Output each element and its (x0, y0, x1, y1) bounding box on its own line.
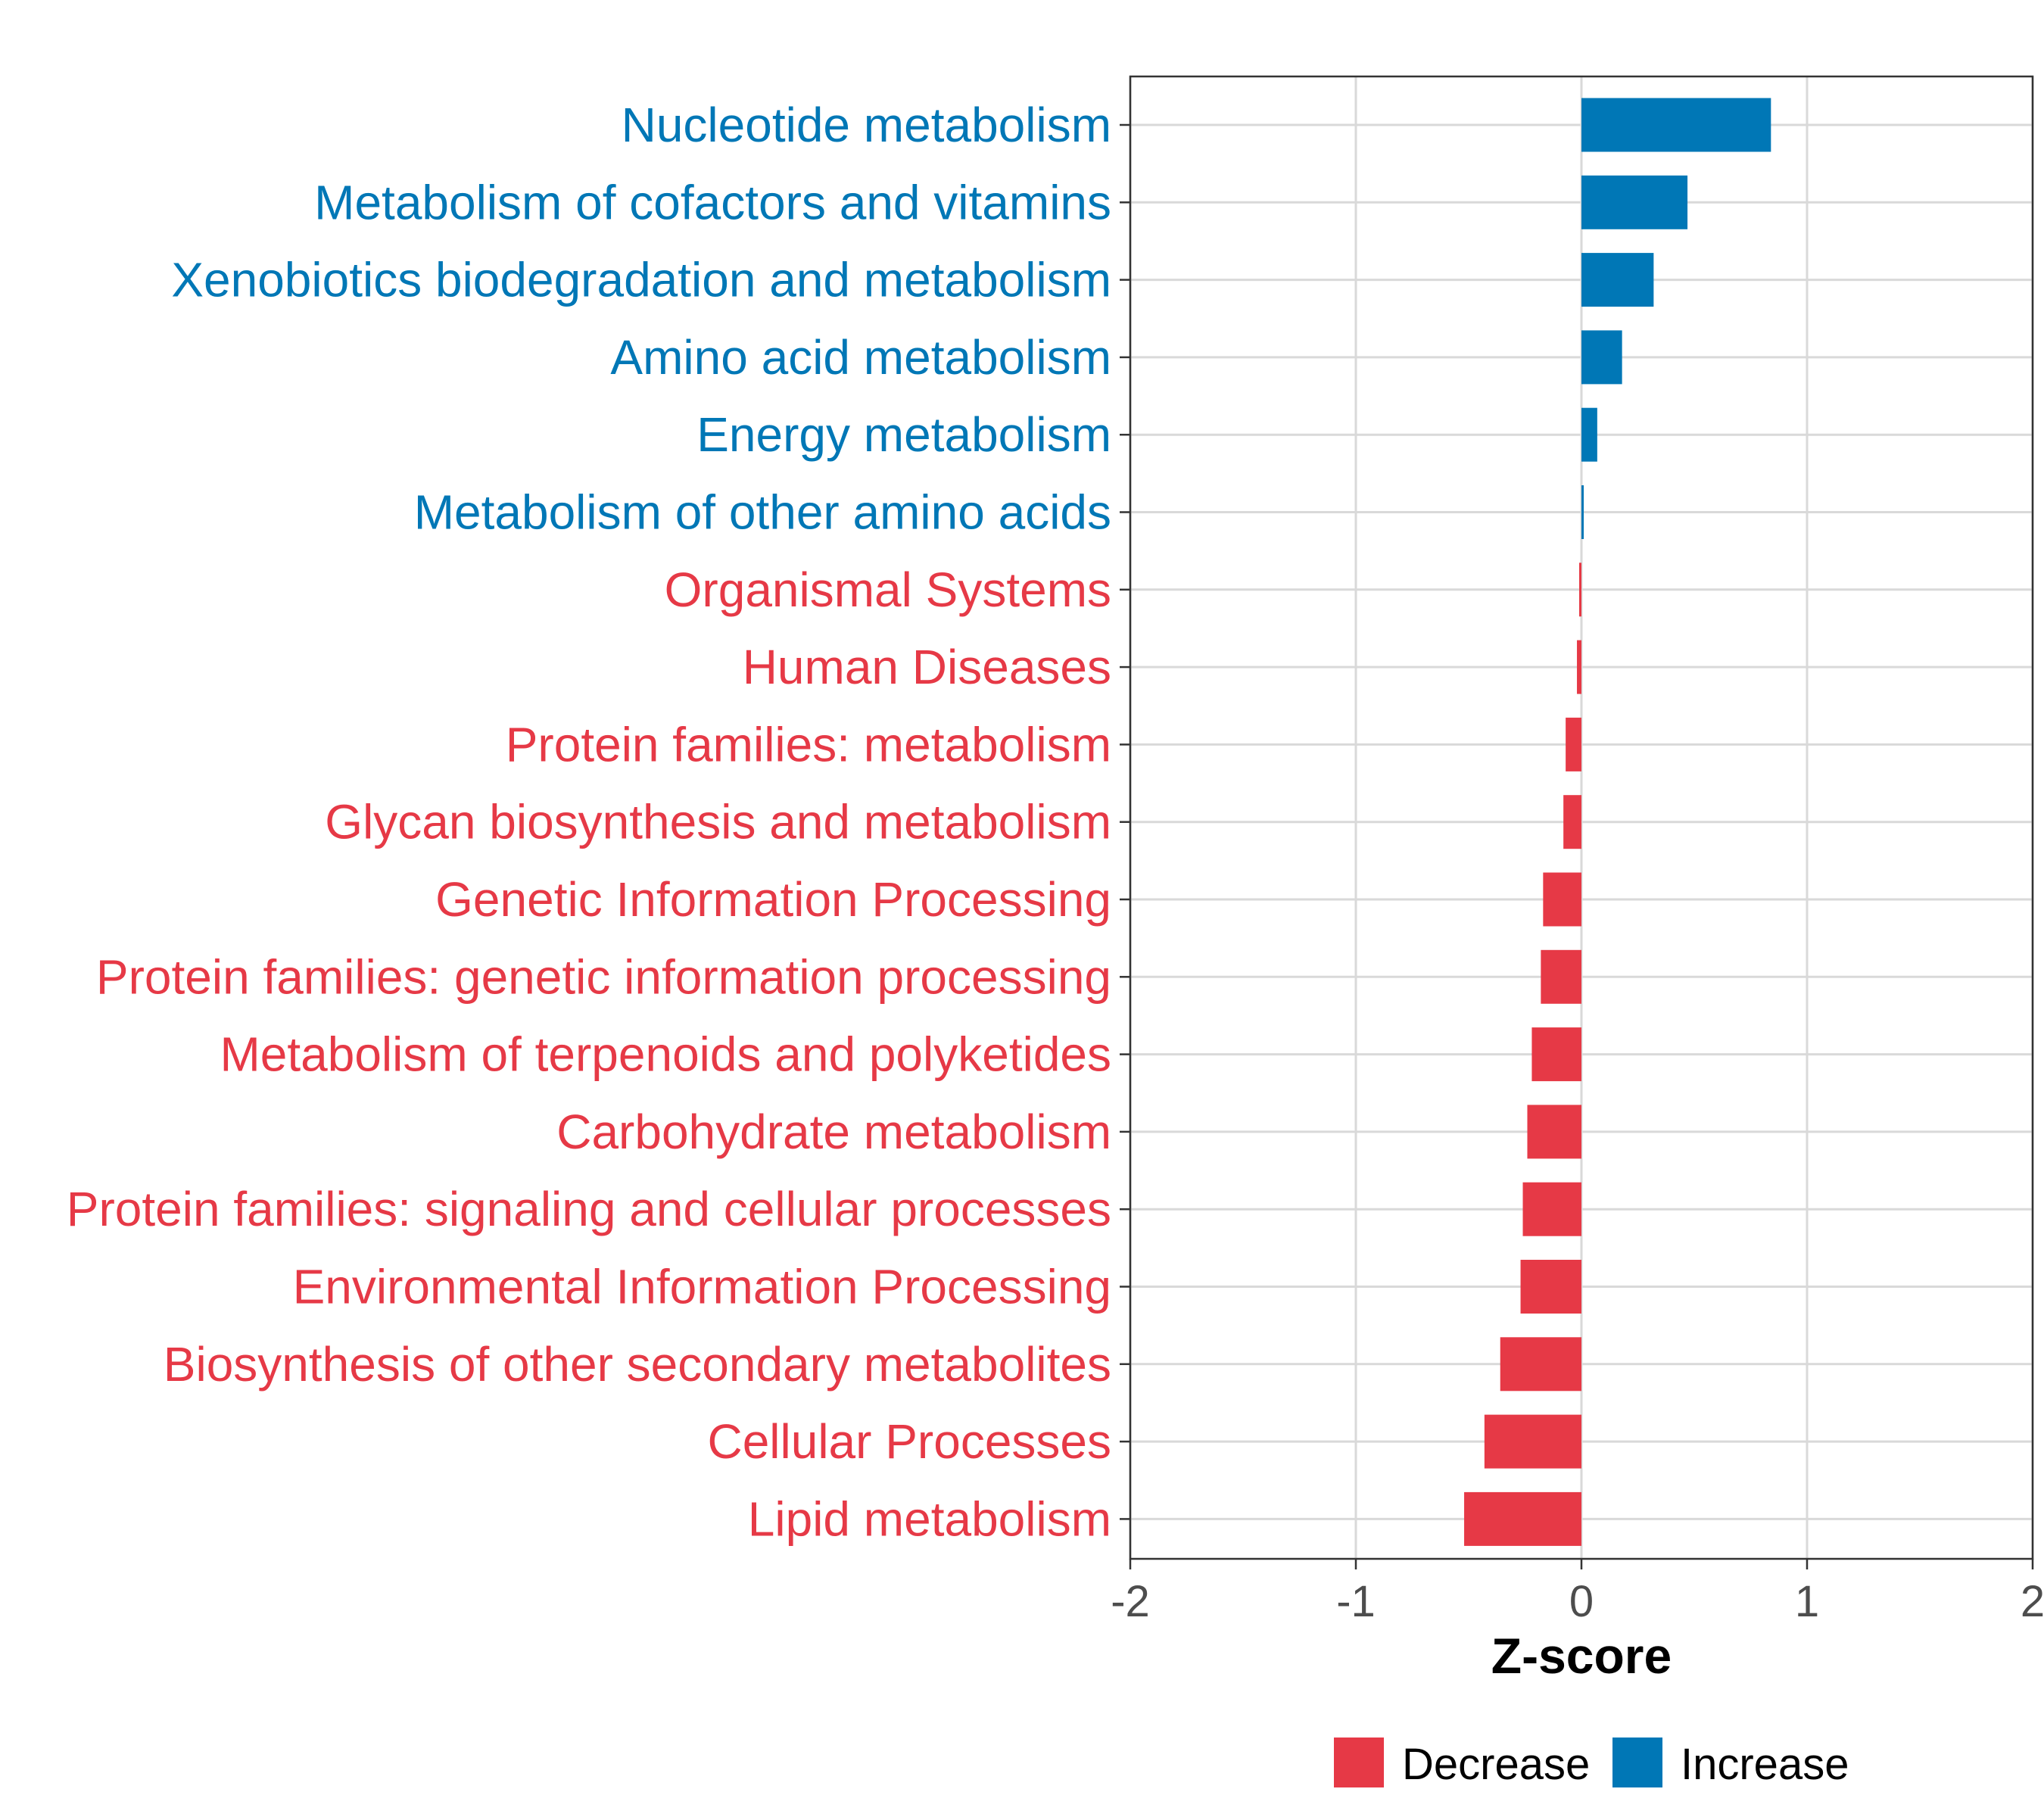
bar (1577, 640, 1581, 694)
bar (1484, 1414, 1581, 1469)
x-tick-label: -2 (1111, 1577, 1150, 1626)
category-label: Genetic Information Processing (435, 872, 1111, 927)
legend: Decrease Increase (1334, 1738, 1849, 1789)
category-label: Environmental Information Processing (293, 1260, 1111, 1314)
bar (1581, 485, 1584, 539)
category-label: Protein families: metabolism (506, 717, 1111, 771)
category-label: Glycan biosynthesis and metabolism (325, 795, 1111, 849)
x-tick-label: 0 (1569, 1577, 1594, 1626)
category-label: Human Diseases (743, 640, 1111, 694)
bar (1500, 1337, 1581, 1392)
bar (1579, 563, 1581, 617)
category-label: Metabolism of other amino acids (414, 485, 1111, 540)
bars (1464, 98, 1771, 1546)
bar (1522, 1182, 1581, 1236)
bar (1581, 253, 1654, 307)
legend-label: Increase (1681, 1740, 1849, 1789)
y-axis-labels: Nucleotide metabolism Metabolism of cofac… (67, 98, 1111, 1546)
category-label: Energy metabolism (696, 407, 1111, 462)
bar (1520, 1260, 1581, 1314)
legend-swatch (1334, 1738, 1384, 1787)
x-axis-labels: -2 -1 0 1 2 (1111, 1577, 2044, 1626)
category-label: Protein families: genetic information pr… (96, 949, 1111, 1004)
x-axis-title: Z-score (1491, 1628, 1672, 1684)
bar (1581, 407, 1597, 462)
legend-swatch (1612, 1738, 1662, 1787)
category-label: Lipid metabolism (748, 1491, 1111, 1546)
category-label: Protein families: signaling and cellular… (67, 1182, 1111, 1236)
bar (1543, 872, 1581, 927)
bar (1527, 1105, 1581, 1159)
category-label: Metabolism of cofactors and vitamins (314, 175, 1111, 229)
category-label: Xenobiotics biodegradation and metabolis… (171, 253, 1111, 307)
bar (1581, 330, 1622, 385)
bar (1531, 1027, 1581, 1082)
x-tick-label: -1 (1336, 1577, 1376, 1626)
category-label: Biosynthesis of other secondary metaboli… (164, 1337, 1111, 1392)
bar (1563, 795, 1581, 849)
x-tick-label: 2 (2021, 1577, 2044, 1626)
category-label: Nucleotide metabolism (622, 98, 1111, 152)
bar (1581, 98, 1771, 152)
category-label: Cellular Processes (707, 1414, 1111, 1469)
bar (1566, 717, 1581, 771)
category-label: Metabolism of terpenoids and polyketides (220, 1027, 1111, 1082)
category-label: Organismal Systems (665, 563, 1111, 617)
category-label: Carbohydrate metabolism (556, 1105, 1111, 1159)
x-tick-label: 1 (1795, 1577, 1819, 1626)
bar (1464, 1491, 1581, 1546)
bar (1581, 175, 1688, 229)
y-axis-ticks (1120, 123, 1130, 1520)
x-axis-ticks (1129, 1559, 2034, 1569)
legend-label: Decrease (1402, 1740, 1590, 1789)
bar (1541, 949, 1581, 1004)
category-label: Amino acid metabolism (610, 330, 1111, 385)
